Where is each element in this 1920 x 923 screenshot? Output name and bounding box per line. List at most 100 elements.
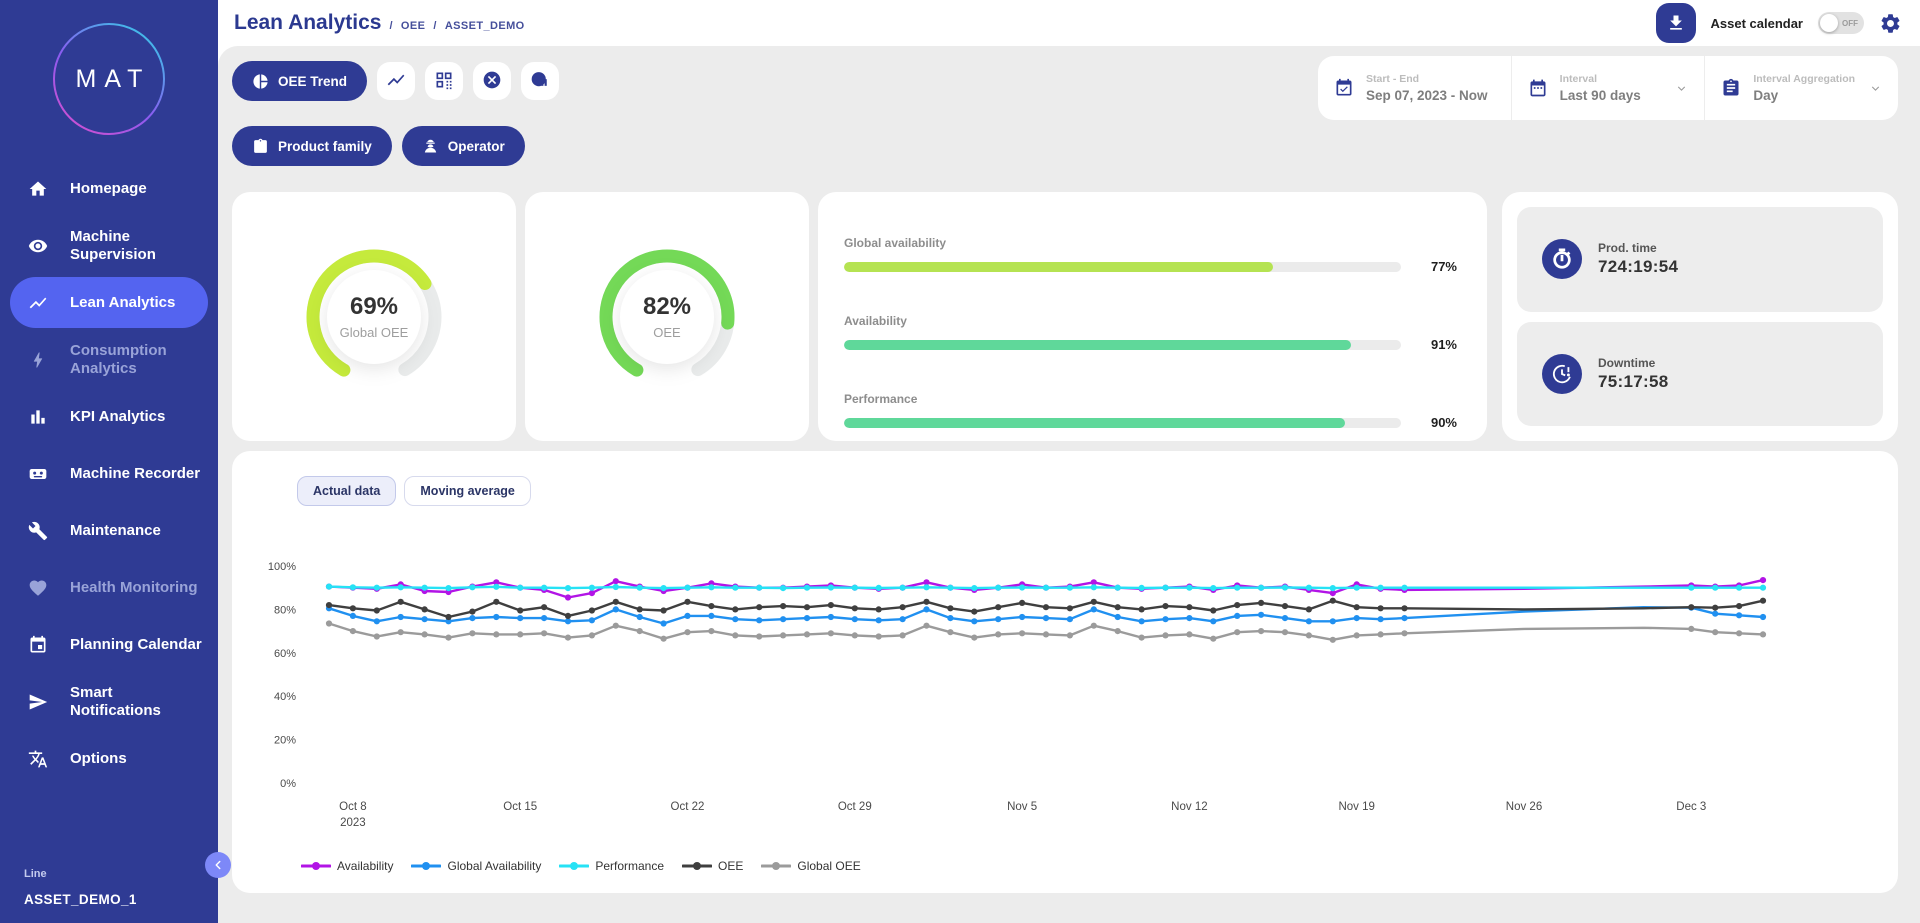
- availability-performance-card: Global availability 77% Availability 91% Per…: [818, 192, 1487, 441]
- oee-trend-chart[interactable]: 0% 20% 40% 60% 80% 100% Oct 8 2023 Oct 15 Oct 22 O…: [256, 552, 1816, 837]
- gauge-value: 82%: [642, 293, 692, 320]
- legend-item-global-availability[interactable]: Global Availability: [411, 859, 541, 873]
- progress-track: [844, 339, 1401, 350]
- legend-swatch-icon: [761, 862, 792, 870]
- gauge-value: 69%: [349, 293, 399, 320]
- time-text: Prod. time 724:19:54: [1598, 241, 1678, 277]
- toolbar-left: OEE Trend Product family Operator: [232, 61, 560, 166]
- sidebar-item-maintenance[interactable]: Maintenance: [0, 502, 218, 559]
- logo-ring-icon: [53, 23, 165, 135]
- trend-icon: [28, 293, 48, 313]
- download-icon: [1669, 15, 1682, 30]
- product-family-filter-button[interactable]: Product family: [232, 126, 392, 166]
- oee-trend-button[interactable]: OEE Trend: [232, 61, 368, 101]
- sidebar-item-consumption-analytics[interactable]: Consumption Analytics: [0, 331, 218, 388]
- oee-trend-label: OEE Trend: [278, 73, 348, 89]
- legend-item-oee[interactable]: OEE: [682, 859, 743, 873]
- stopwatch-icon: [1542, 239, 1582, 280]
- breadcrumb-asset[interactable]: ASSET_DEMO: [444, 20, 525, 32]
- legend-item-global-oee[interactable]: Global OEE: [761, 859, 861, 873]
- sidebar-item-kpi-analytics[interactable]: KPI Analytics: [0, 388, 218, 445]
- sidebar: MAT Homepage Machine Supervision Lean Anal…: [0, 0, 231, 923]
- progress-fill: [844, 417, 1346, 428]
- downtime-stat: Downtime 75:17:58: [1517, 321, 1883, 426]
- legend-label: Global OEE: [797, 859, 861, 873]
- legend-label: Availability: [337, 859, 394, 873]
- sidebar-item-homepage[interactable]: Homepage: [0, 160, 218, 217]
- main-area: Lean Analytics / OEE / ASSET_DEMO Asset …: [218, 0, 1920, 923]
- qr-grid-view-button[interactable]: [425, 62, 464, 100]
- calendar-icon: [1528, 78, 1548, 98]
- qr-grid-icon: [434, 70, 454, 93]
- progress-track: [844, 417, 1401, 428]
- view-buttons: [377, 62, 560, 100]
- time-text: Downtime 75:17:58: [1598, 356, 1668, 392]
- sidebar-item-label: Planning Calendar: [70, 635, 202, 653]
- sidebar-item-label: Options: [70, 749, 127, 767]
- tab-actual-data[interactable]: Actual data: [297, 476, 397, 506]
- sidebar-item-lean-analytics[interactable]: Lean Analytics: [10, 277, 208, 328]
- no-data-view-button[interactable]: [521, 62, 560, 100]
- start-end-text: Start - End Sep 07, 2023 - Now: [1366, 73, 1488, 103]
- svg-text:40%: 40%: [274, 691, 296, 703]
- chart-legend: Availability Global Availability Performan…: [301, 859, 1898, 873]
- line-chart-view-button[interactable]: [377, 62, 416, 100]
- header-actions: Asset calendar OFF: [1655, 3, 1903, 43]
- svg-text:0%: 0%: [280, 778, 296, 790]
- tab-moving-average[interactable]: Moving average: [404, 476, 531, 506]
- home-icon: [28, 179, 48, 199]
- operator-filter-button[interactable]: Operator: [401, 126, 525, 166]
- sidebar-collapse-button[interactable]: [205, 852, 231, 878]
- wrench-icon: [28, 521, 48, 541]
- sidebar-item-label: Machine Recorder: [70, 464, 201, 482]
- sidebar-item-health-monitoring[interactable]: Health Monitoring: [0, 559, 218, 616]
- sidebar-item-options[interactable]: Options: [0, 730, 218, 787]
- legend-item-availability[interactable]: Availability: [301, 859, 393, 873]
- page-title: Lean Analytics: [234, 11, 382, 34]
- sidebar-item-label: KPI Analytics: [70, 407, 166, 425]
- sidebar-item-planning-calendar[interactable]: Planning Calendar: [0, 616, 218, 673]
- progress-row: Performance 90%: [844, 392, 1457, 430]
- aggregation-control[interactable]: Interval Aggregation Day: [1705, 56, 1898, 120]
- operator-icon: [422, 138, 439, 155]
- time-label: Downtime: [1598, 355, 1656, 370]
- chevron-down-icon: [1869, 82, 1882, 95]
- progress-value: 91%: [1430, 337, 1457, 352]
- settings-gear-icon[interactable]: [1879, 12, 1902, 35]
- sidebar-item-machine-supervision[interactable]: Machine Supervision: [0, 217, 218, 274]
- divider: [1510, 56, 1512, 120]
- svg-text:100%: 100%: [268, 561, 296, 573]
- svg-text:Dec 3: Dec 3: [1676, 801, 1706, 813]
- start-end-control[interactable]: Start - End Sep 07, 2023 - Now: [1318, 56, 1511, 120]
- breadcrumb-separator: /: [433, 20, 437, 32]
- mat-logo: MAT: [50, 20, 168, 138]
- legend-item-performance[interactable]: Performance: [559, 859, 664, 873]
- sidebar-item-smart-notifications[interactable]: Smart Notifications: [0, 673, 218, 730]
- cancel-view-button[interactable]: [473, 62, 512, 100]
- breadcrumb-oee[interactable]: OEE: [400, 20, 426, 32]
- interval-control[interactable]: Interval Last 90 days: [1512, 56, 1705, 120]
- sidebar-item-machine-recorder[interactable]: Machine Recorder: [0, 445, 218, 502]
- svg-text:Oct 8: Oct 8: [339, 801, 366, 813]
- content-area: OEE Trend Product family Operator: [218, 46, 1920, 923]
- time-value: 75:17:58: [1598, 371, 1669, 391]
- sidebar-item-label: Machine Supervision: [70, 228, 156, 263]
- line-label: Line: [24, 868, 47, 880]
- gauge-text: 82% OEE: [592, 242, 742, 392]
- view-buttons-row: OEE Trend: [232, 61, 560, 101]
- toolbar: OEE Trend Product family Operator: [232, 56, 1898, 166]
- oee-gauge-card: 82% OEE: [525, 192, 809, 441]
- sidebar-item-label: Homepage: [70, 179, 147, 197]
- chevron-left-icon: [215, 860, 221, 870]
- download-button[interactable]: [1655, 3, 1696, 43]
- time-stats-card: Prod. time 724:19:54 Downtime 75:17:58: [1502, 192, 1898, 441]
- recorder-icon: [28, 464, 48, 484]
- svg-text:Nov 19: Nov 19: [1338, 801, 1374, 813]
- svg-text:20%: 20%: [274, 735, 296, 747]
- asset-calendar-toggle[interactable]: OFF: [1818, 12, 1864, 34]
- progress-value: 90%: [1430, 415, 1457, 430]
- aggregation-label: Interval Aggregation: [1753, 73, 1856, 85]
- heart-pulse-icon: [28, 578, 48, 598]
- filter-row: Product family Operator: [232, 126, 559, 166]
